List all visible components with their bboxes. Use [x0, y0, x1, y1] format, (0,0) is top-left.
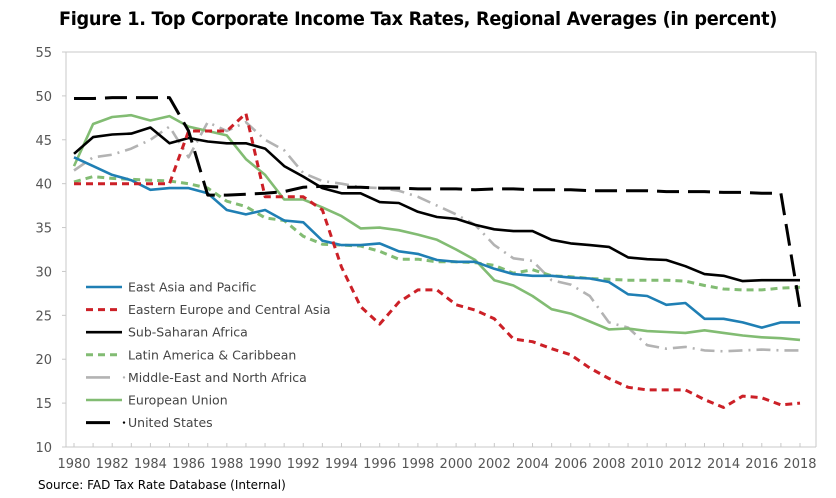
y-tick-label: 40 [35, 178, 52, 193]
x-tick-label: 1998 [401, 457, 434, 472]
series-layer [72, 96, 802, 409]
x-tick-label: 2002 [478, 457, 511, 472]
y-tick-label: 55 [35, 46, 52, 61]
legend-item-middle-east-and-north-africa: Middle-East and North Africa [86, 370, 307, 385]
source-note: Source: FAD Tax Rate Database (Internal) [38, 478, 286, 492]
y-tick-label: 20 [35, 353, 52, 368]
legend-label: Eastern Europe and Central Asia [128, 302, 331, 317]
x-tick-label: 1996 [363, 457, 396, 472]
series-line-eastern-europe-and-central-asia [74, 111, 801, 409]
y-tick-label: 30 [35, 265, 52, 280]
y-tick-label: 15 [35, 397, 52, 412]
legend: East Asia and Pacific Eastern Europe and … [86, 280, 331, 430]
legend-swatch-dot [122, 421, 126, 424]
x-tick-label: 2016 [745, 457, 778, 472]
legend-item-latin-america-caribbean: Latin America & Caribbean [86, 347, 296, 362]
legend-label: East Asia and Pacific [128, 280, 256, 295]
axes: 10 15 20 25 30 35 40 45 50 55 1980 1982 1984 1986 1988… [35, 46, 816, 472]
series-line-united-states [74, 96, 802, 309]
series-line-middle-east-and-north-africa [73, 120, 800, 353]
series-line-east-asia-and-pacific [73, 156, 800, 329]
legend-item-eastern-europe-and-central-asia: Eastern Europe and Central Asia [86, 302, 331, 317]
series-line-latin-america-caribbean [73, 175, 801, 292]
x-tick-label: 2010 [631, 457, 664, 472]
x-tick-label: 1982 [96, 457, 129, 472]
series-line-sub-saharan-africa [73, 126, 800, 283]
legend-item-east-asia-and-pacific: East Asia and Pacific [86, 280, 256, 295]
legend-swatch-dot [122, 376, 126, 379]
legend-label: Middle-East and North Africa [128, 370, 307, 385]
legend-label: United States [128, 415, 213, 430]
x-tick-label: 2004 [516, 457, 549, 472]
x-tick-label: 2012 [669, 457, 702, 472]
legend-item-european-union: European Union [86, 393, 228, 408]
x-tick-label: 1994 [325, 457, 358, 472]
y-tick-label: 25 [35, 309, 52, 324]
x-tick-label: 1984 [134, 457, 167, 472]
x-tick-label: 2000 [440, 457, 473, 472]
legend-label: Latin America & Caribbean [128, 347, 296, 362]
series-line-european-union [72, 113, 801, 342]
legend-item-united-states: United States [86, 415, 213, 430]
x-tick-label: 2006 [554, 457, 587, 472]
x-tick-label: 2018 [783, 457, 816, 472]
y-tick-label: 50 [35, 90, 52, 105]
legend-label: Sub-Saharan Africa [128, 325, 248, 340]
x-tick-label: 1988 [210, 457, 243, 472]
x-tick-label: 1980 [57, 457, 90, 472]
y-tick-label: 10 [35, 441, 52, 456]
y-tick-label: 45 [35, 134, 52, 149]
y-tick-label: 35 [35, 222, 52, 237]
legend-label: European Union [128, 393, 228, 408]
x-tick-label: 1990 [249, 457, 282, 472]
x-tick-label: 2014 [707, 457, 740, 472]
x-tick-label: 1992 [287, 457, 320, 472]
x-tick-label: 2008 [592, 457, 625, 472]
legend-item-sub-saharan-africa: Sub-Saharan Africa [86, 325, 248, 340]
chart-title: Figure 1. Top Corporate Income Tax Rates… [58, 8, 778, 30]
x-tick-label: 1986 [172, 457, 205, 472]
